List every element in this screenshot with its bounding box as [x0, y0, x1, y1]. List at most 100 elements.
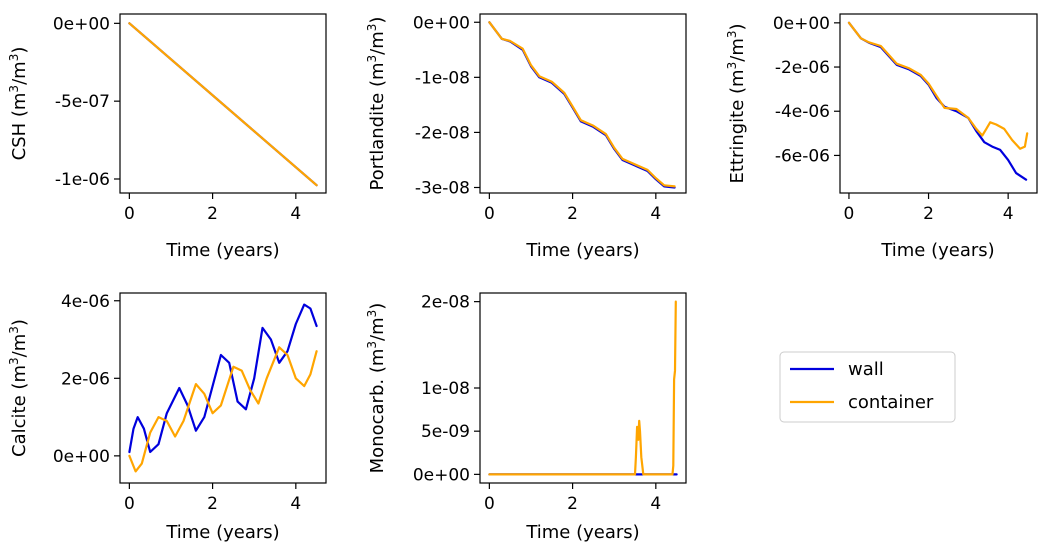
- ylabel-csh-unit-num: m: [9, 93, 30, 111]
- axes-frame-portlandite: [479, 13, 687, 194]
- axes-frame-ettringite: [839, 13, 1038, 194]
- ylabel-csh-unit-den-sup: 3: [7, 54, 21, 62]
- ytick-label-calcite-2: 4e-06: [61, 292, 110, 312]
- xlabel-portlandite: Time (years): [525, 240, 639, 261]
- ylabel-monocarb-base: Monocarb.: [367, 379, 388, 473]
- xlabel-monocarb: Time (years): [525, 522, 639, 543]
- ytick-label-calcite-0: 0e+00: [53, 447, 110, 467]
- xtick-label-monocarb-2: 4: [650, 494, 661, 514]
- xtick-label-calcite-0: 0: [124, 494, 135, 514]
- series-layer-csh: [128, 22, 318, 187]
- series-layer-calcite: [128, 303, 318, 473]
- ylabel-ettringite: Ettringite (m3/m3): [725, 23, 748, 183]
- ylabel-calcite-unit-den: m: [9, 334, 30, 352]
- xtick-label-portlandite-1: 2: [567, 204, 578, 224]
- tick-layer-portlandite: 0 2 4 0e+00 -1e-08 -2e-08 -3e-08: [413, 13, 661, 224]
- xtick-label-portlandite-0: 0: [484, 204, 495, 224]
- ylabel-calcite-unit-num-sup: 3: [7, 357, 21, 365]
- ytick-label-calcite-1: 2e-06: [61, 369, 110, 389]
- ytick-label-ettringite-2: -4e-06: [775, 102, 830, 122]
- series-line-calcite-container: [128, 346, 318, 473]
- ytick-label-monocarb-3: 2e-08: [421, 293, 470, 313]
- xtick-label-ettringite-0: 0: [844, 204, 855, 224]
- ytick-label-ettringite-0: 0e+00: [773, 14, 830, 34]
- ytick-label-ettringite-1: -2e-06: [775, 58, 830, 78]
- series-line-portlandite-wall: [488, 21, 676, 189]
- ytick-label-monocarb-2: 1e-08: [421, 379, 470, 399]
- xtick-label-csh-2: 4: [290, 204, 301, 224]
- xtick-label-ettringite-2: 4: [1003, 204, 1014, 224]
- panel-ettringite: 0 2 40e+00-2e-06-4e-06-6e-06 Time (years) …: [725, 13, 1038, 261]
- series-line-csh-container: [128, 22, 318, 187]
- ylabel-portlandite: Portlandite (m3/m3): [365, 17, 388, 191]
- ylabel-ettringite-unit-den-sup: 3: [725, 30, 739, 38]
- ytick-label-csh-2: -1e-06: [55, 170, 110, 190]
- xtick-label-csh-1: 2: [207, 204, 218, 224]
- panel-portlandite: 0 2 40e+00-1e-08-2e-08-3e-08 Time (years) …: [365, 13, 687, 261]
- series-line-ettringite-wall: [847, 21, 1028, 181]
- panel-csh: 0 2 4 0e+00 -5e-07 -1e-06 Time (years) CSH (m…: [7, 13, 327, 261]
- legend-label-container: container: [848, 392, 934, 413]
- ylabel-portlandite-unit-num: m: [367, 62, 388, 80]
- ylabel-monocarb: Monocarb. (m3/m3): [365, 303, 388, 474]
- xtick-label-calcite-2: 4: [290, 494, 301, 514]
- ylabel-monocarb-unit-num-sup: 3: [365, 341, 379, 349]
- xlabel-calcite: Time (years): [165, 522, 279, 543]
- ytick-label-monocarb-0: 0e+00: [413, 465, 470, 485]
- series-layer-portlandite: [488, 21, 676, 189]
- ylabel-csh-unit-num-sup: 3: [7, 85, 21, 93]
- series-line-calcite-wall: [128, 303, 318, 454]
- ytick-label-monocarb-1: 5e-09: [421, 422, 470, 442]
- ytick-label-portlandite-2: -2e-08: [415, 123, 470, 143]
- ytick-label-portlandite-1: -1e-08: [415, 68, 470, 88]
- ylabel-portlandite-base: Portlandite: [367, 93, 388, 191]
- ytick-label-csh-0: 0e+00: [53, 14, 110, 34]
- axes-frame-calcite: [119, 292, 327, 484]
- xtick-label-portlandite-2: 4: [650, 204, 661, 224]
- ylabel-csh-unit-den: m: [9, 61, 30, 79]
- ylabel-ettringite-base: Ettringite: [727, 100, 748, 184]
- ylabel-ettringite-unit-num: m: [727, 69, 748, 87]
- ylabel-portlandite-unit-num-sup: 3: [365, 55, 379, 63]
- xlabel-csh: Time (years): [165, 240, 279, 261]
- series-line-monocarb-container: [488, 300, 677, 476]
- axes-frame-csh: [119, 13, 327, 194]
- ylabel-csh: CSH (m3/m3): [7, 47, 30, 161]
- xtick-label-monocarb-1: 2: [567, 494, 578, 514]
- tick-layer-calcite: 0 2 4 0e+00 2e-06 4e-06: [53, 292, 301, 514]
- xtick-label-ettringite-1: 2: [923, 204, 934, 224]
- panel-calcite: 0 2 4 0e+00 2e-06 4e-06 Time (years) Calcite …: [7, 292, 327, 543]
- axes-frame-monocarb: [479, 292, 687, 484]
- xtick-label-calcite-1: 2: [207, 494, 218, 514]
- ytick-label-ettringite-3: -6e-06: [775, 146, 830, 166]
- tick-layer-csh: 0 2 4 0e+00 -5e-07 -1e-06: [53, 14, 301, 224]
- legend-label-wall: wall: [848, 359, 884, 380]
- ylabel-portlandite-unit-den: m: [367, 31, 388, 49]
- ylabel-calcite-base: Calcite: [9, 395, 30, 457]
- series-line-portlandite-container: [488, 21, 676, 188]
- ytick-label-portlandite-3: -3e-08: [415, 178, 470, 198]
- series-line-ettringite-container: [847, 21, 1029, 150]
- ytick-label-portlandite-0: 0e+00: [413, 13, 470, 33]
- xtick-label-csh-0: 0: [124, 204, 135, 224]
- ylabel-calcite-unit-num: m: [9, 365, 30, 383]
- tick-layer-ettringite: 0 2 4 0e+00 -2e-06 -4e-06 -6e-06: [773, 14, 1014, 224]
- ylabel-ettringite-unit-den: m: [727, 38, 748, 56]
- xlabel-ettringite: Time (years): [880, 240, 994, 261]
- ylabel-csh-base: CSH: [9, 123, 30, 161]
- ylabel-ettringite-unit-num-sup: 3: [725, 62, 739, 70]
- series-layer-ettringite: [847, 21, 1029, 181]
- tick-layer-monocarb: 0 2 4 0e+00 5e-09 1e-08 2e-08: [413, 293, 661, 514]
- ylabel-monocarb-unit-den: m: [367, 317, 388, 335]
- xtick-label-monocarb-0: 0: [484, 494, 495, 514]
- series-layer-monocarb: [488, 300, 678, 476]
- ylabel-calcite-unit-den-sup: 3: [7, 326, 21, 334]
- ylabel-portlandite-unit-den-sup: 3: [365, 24, 379, 32]
- ylabel-monocarb-unit-den-sup: 3: [365, 310, 379, 318]
- panel-monocarb: 0 2 4 0e+00 5e-09 1e-08 2e-08 Time (years) Mon…: [365, 292, 687, 543]
- ylabel-monocarb-unit-num: m: [367, 349, 388, 367]
- legend: wall container: [779, 351, 956, 423]
- ylabel-calcite: Calcite (m3/m3): [7, 319, 30, 457]
- ytick-label-csh-1: -5e-07: [55, 92, 110, 112]
